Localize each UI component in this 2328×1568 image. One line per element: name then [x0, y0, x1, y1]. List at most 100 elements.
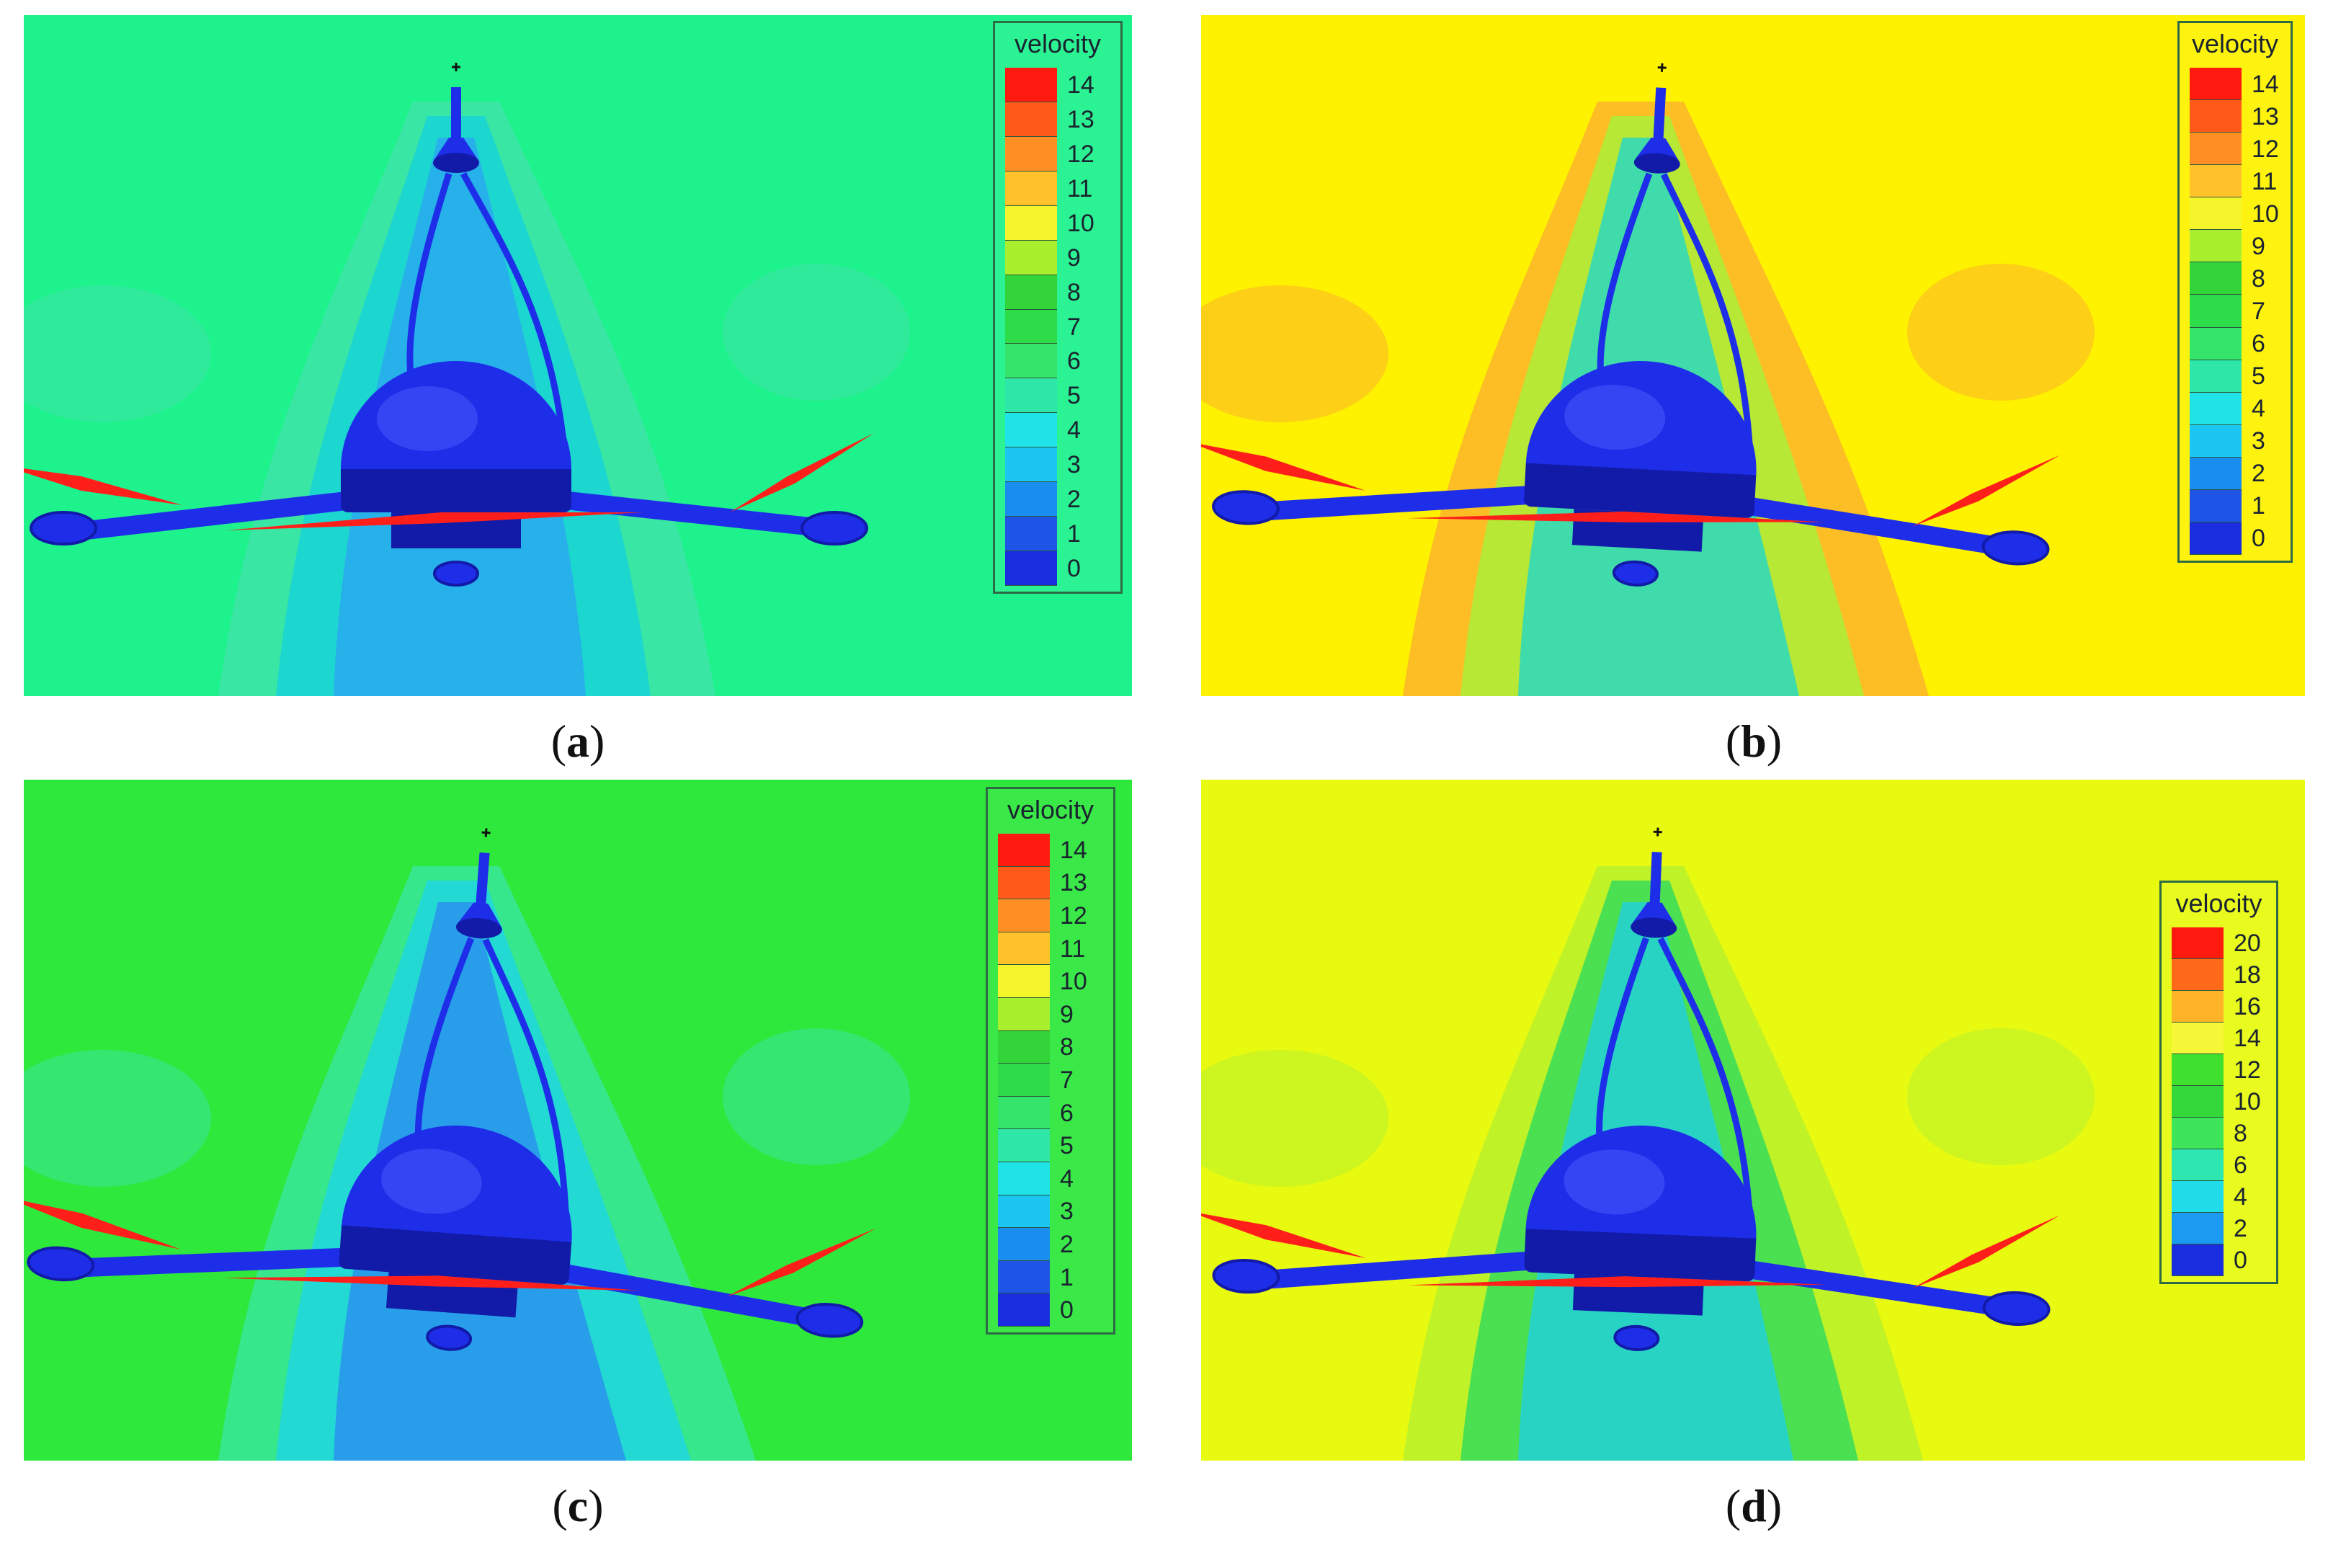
- propeller-right: [1912, 1215, 2061, 1288]
- hull-skirt: [341, 462, 571, 512]
- legend-swatch: [2190, 68, 2242, 101]
- legend-swatch: [2190, 133, 2242, 166]
- hull-skirt: [1524, 1221, 1757, 1282]
- legend-tick-label: 18: [2234, 961, 2261, 989]
- legend-swatch: [2190, 457, 2242, 490]
- legend-tick-label: 1: [1067, 520, 1081, 548]
- legend-swatch: [1005, 413, 1057, 448]
- legend-tick-label: 3: [1060, 1198, 1074, 1226]
- legend-tick-label: 14: [2252, 70, 2279, 98]
- dome-highlight: [377, 386, 478, 451]
- legend-swatch: [2172, 991, 2224, 1023]
- drone-body-d: [1201, 827, 2061, 1351]
- legend-swatch: [1005, 309, 1057, 344]
- mast-antenna: [1653, 87, 1667, 146]
- mast-base: [455, 918, 502, 939]
- caption-c: (c): [552, 1480, 604, 1531]
- legend-tick-label: 13: [1067, 105, 1094, 133]
- mast-cone: [434, 138, 478, 159]
- legend-swatch: [1005, 447, 1057, 483]
- arm-left: [1249, 483, 1575, 522]
- flow-field-a: [24, 15, 1132, 696]
- propeller-front: [1408, 1276, 1827, 1288]
- legend-tick-label: 1: [1060, 1263, 1074, 1291]
- legend-a: velocity 14 13 12 11 10 9 8 7 6 5 4 3 2 1 0: [993, 21, 1123, 594]
- legend-tick-label: 10: [2234, 1088, 2261, 1115]
- legend-tick-label: 14: [1060, 836, 1087, 864]
- legend-title: velocity: [1014, 29, 1102, 58]
- panel-c-velocity-contour: velocity 14 13 12 11 10 9 8 7 6 5 4 3 2 1 0: [24, 780, 1132, 1461]
- flow-field-d: [1201, 780, 2305, 1461]
- side-vortex-right: [1907, 264, 2095, 401]
- legend-tick-label: 10: [1067, 209, 1094, 237]
- legend-swatch: [2190, 295, 2242, 328]
- legend-tick-label: 11: [1060, 935, 1086, 963]
- panel-d-velocity-contour: velocity 20 18 16 14 12 10 8 6 4 2 0: [1201, 780, 2305, 1461]
- legend-swatch: [2172, 927, 2224, 959]
- side-vortex-right: [723, 264, 910, 401]
- legend-swatch: [1005, 378, 1057, 414]
- mast-tip-marker: [1657, 63, 1667, 72]
- legend-tick-label: 2: [1060, 1231, 1074, 1258]
- arm-right: [1707, 491, 2013, 557]
- legend-swatch: [998, 834, 1050, 867]
- legend-swatch: [998, 1293, 1050, 1327]
- legend-tick-label: 2: [2252, 460, 2265, 488]
- legend-tick-label: 3: [1067, 451, 1081, 479]
- legend-swatch: [2172, 1149, 2224, 1181]
- arm-right: [1708, 1255, 2014, 1318]
- legend-swatch: [2172, 1118, 2224, 1149]
- legend-tick-label: 7: [1067, 313, 1081, 341]
- legend-swatch: [1005, 275, 1057, 310]
- legend-d: velocity 20 18 16 14 12 10 8 6 4 2 0: [2159, 881, 2278, 1284]
- drone-body-c: [24, 828, 876, 1351]
- legend-tick-label: 11: [1067, 174, 1093, 202]
- legend-swatch: [998, 866, 1050, 900]
- legend-tick-label: 7: [2252, 298, 2265, 325]
- legend-swatch: [2172, 1023, 2224, 1054]
- legend-swatch: [998, 899, 1050, 932]
- legend-tick-label: 8: [2252, 264, 2265, 293]
- legend-swatch: [1005, 68, 1057, 102]
- legend-tick-label: 13: [1060, 869, 1087, 897]
- legend-swatch: [1005, 205, 1057, 241]
- legend-swatch: [998, 1129, 1050, 1162]
- panel-a-velocity-contour: velocity 14 13 12 11 10 9 8 7 6 5 4 3 2 1 0: [24, 15, 1132, 696]
- legend-swatch: [2190, 197, 2242, 231]
- propeller-right: [1912, 455, 2061, 527]
- cable-right: [1660, 173, 1754, 454]
- legend-title: velocity: [2175, 888, 2262, 918]
- legend-swatch: [2172, 959, 2224, 991]
- legend-title: velocity: [2191, 29, 2279, 58]
- mast-antenna: [451, 87, 461, 145]
- cable-right: [1657, 937, 1754, 1217]
- caption-a: (a): [550, 716, 605, 767]
- legend-tick-label: 2: [2234, 1215, 2247, 1242]
- legend-swatch: [998, 1228, 1050, 1261]
- legend-swatch: [998, 1260, 1050, 1294]
- flow-field-b: [1201, 15, 2305, 696]
- cable-right: [460, 172, 568, 448]
- legend-tick-label: 13: [2252, 102, 2279, 130]
- legend-tick-label: 11: [2252, 167, 2278, 195]
- legend-swatch: [998, 1195, 1050, 1229]
- legend-tick-label: 12: [2252, 135, 2279, 163]
- legend-tick-label: 5: [2252, 362, 2265, 391]
- bottom-motor: [426, 1324, 473, 1351]
- legend-tick-label: 1: [2252, 492, 2265, 520]
- legend-tick-label: 16: [2234, 993, 2261, 1020]
- legend-tick-label: 9: [2252, 232, 2265, 260]
- legend-swatch: [2190, 424, 2242, 458]
- side-vortex-left: [24, 1050, 211, 1187]
- propeller-right: [726, 1228, 876, 1297]
- legend-tick-label: 10: [1060, 968, 1087, 996]
- mast-base: [433, 153, 479, 173]
- legend-tick-label: 0: [1067, 555, 1081, 583]
- legend-swatch: [2190, 230, 2242, 263]
- bottom-motor: [1613, 1324, 1660, 1351]
- dome-highlight: [1564, 1149, 1665, 1215]
- legend-title: velocity: [1007, 795, 1094, 824]
- mast-base: [1631, 917, 1677, 938]
- arm-right: [522, 1257, 827, 1329]
- legend-tick-label: 6: [1067, 347, 1081, 375]
